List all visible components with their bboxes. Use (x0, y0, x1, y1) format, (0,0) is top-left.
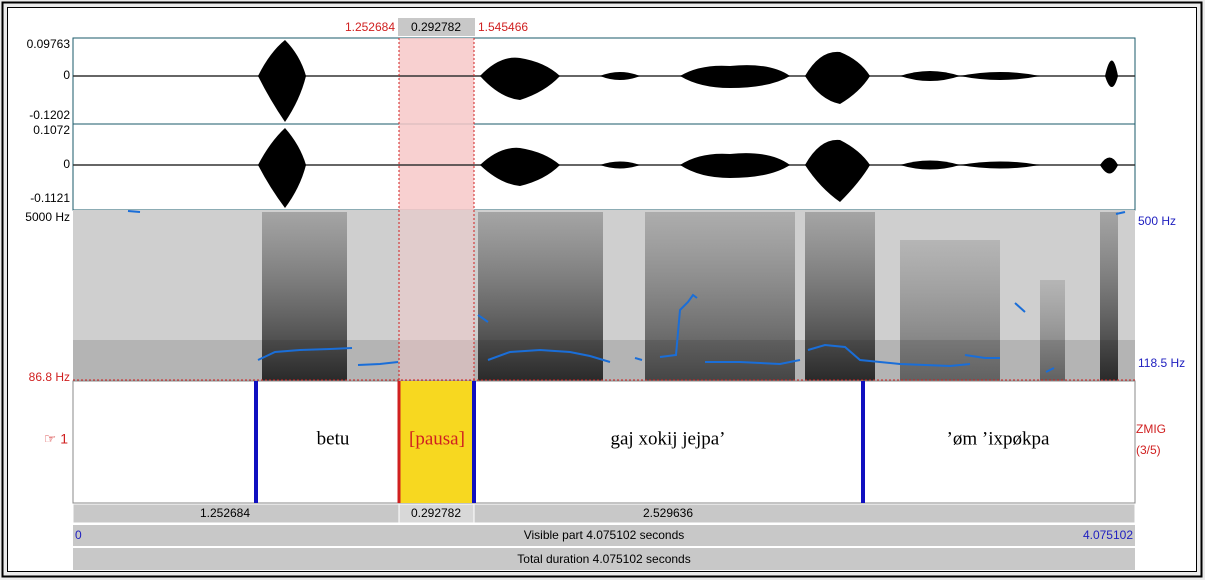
interval-label: betu (317, 428, 350, 449)
channel-1-min: -0.1202 (29, 108, 70, 122)
praat-editor: 1.252684 0.292782 1.545466 0.09763 0 -0.… (0, 0, 1205, 580)
freq-min: 86.8 Hz (29, 370, 70, 384)
channel-1 (73, 38, 1135, 124)
duration-label: 0.292782 (411, 506, 461, 520)
tier-position: (3/5) (1136, 443, 1161, 457)
interval-label: gaj xokij jejpa’ (610, 428, 725, 449)
duration-bar[interactable] (474, 504, 1135, 523)
tier-number[interactable]: ☞ 1 (44, 431, 68, 447)
freq-max: 5000 Hz (25, 210, 70, 224)
channel-1-max: 0.09763 (27, 37, 71, 51)
spectrogram (73, 210, 1135, 381)
interval-label: [pausa] (409, 428, 465, 449)
interval-label: ’øm ’ixpøkpa (947, 428, 1050, 449)
selection-start: 1.252684 (345, 20, 395, 34)
pitch-min: 118.5 Hz (1138, 356, 1185, 370)
channel-2-min: -0.1121 (30, 191, 70, 205)
visible-start: 0 (75, 528, 82, 542)
duration-label: 2.529636 (643, 506, 693, 520)
duration-label: 1.252684 (200, 506, 250, 520)
total-label: Total duration 4.075102 seconds (517, 552, 690, 566)
visible-label: Visible part 4.075102 seconds (524, 528, 685, 542)
channel-1-zero: 0 (63, 68, 70, 82)
channel-2-zero: 0 (63, 157, 70, 171)
selection-end: 1.545466 (478, 20, 528, 34)
selection-duration: 0.292782 (411, 20, 461, 34)
pitch-max: 500 Hz (1138, 214, 1176, 228)
tier-name: ZMIG (1136, 422, 1166, 436)
channel-2-max: 0.1072 (33, 123, 70, 137)
visible-end: 4.075102 (1083, 528, 1133, 542)
